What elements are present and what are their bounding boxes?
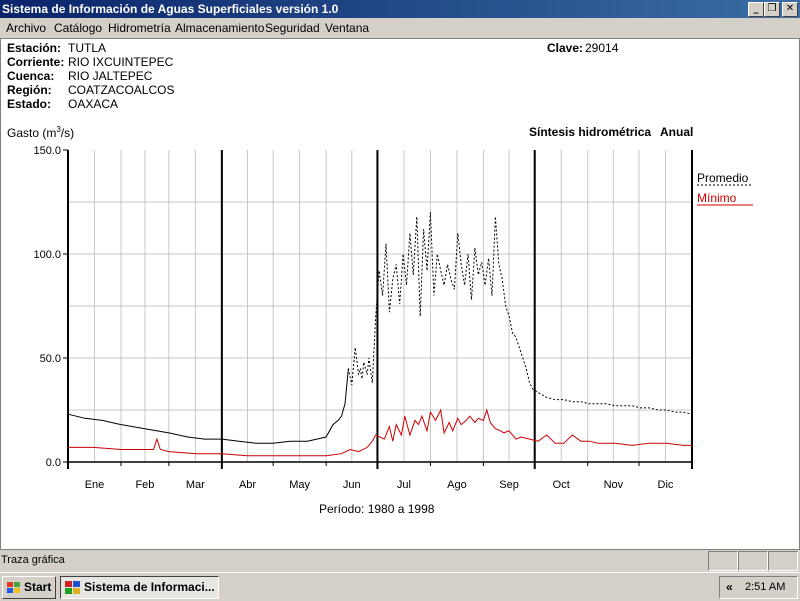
period-kind: Anual: [660, 125, 694, 139]
month-label: Nov: [604, 479, 624, 491]
series-line-minimo: [68, 408, 692, 457]
estacion-label: Estación:: [7, 41, 62, 55]
region-label: Región:: [7, 83, 52, 97]
month-label: Oct: [553, 479, 570, 491]
title-bar[interactable]: Sistema de Información de Aguas Superfic…: [0, 0, 800, 18]
clave-label: Clave:: [547, 41, 584, 55]
clock: 2:51 AM: [745, 581, 786, 593]
menu-archivo[interactable]: Archivo: [6, 21, 47, 35]
corriente-value: RIO IXCUINTEPEC: [68, 55, 174, 69]
status-panel-3: [768, 551, 798, 571]
month-label: Feb: [135, 479, 154, 491]
taskbar: Start Sistema de Informaci... « 2:51 AM: [0, 572, 800, 601]
close-button[interactable]: ✕: [782, 2, 798, 17]
y-tick-label: 50.0: [40, 353, 61, 365]
restore-button[interactable]: ❐: [764, 2, 780, 17]
menu-hidrometria[interactable]: Hidrometría: [108, 21, 171, 35]
status-bar: Traza gráfica: [0, 550, 800, 571]
legend-label: Mínimo: [697, 191, 737, 205]
estado-label: Estado:: [7, 97, 52, 111]
month-label: May: [289, 479, 310, 491]
estado-value: OAXACA: [68, 97, 119, 111]
period-text: Período: 1980 a 1998: [319, 502, 435, 516]
chart-window: Estación: TUTLA Corriente: RIO IXCUINTEP…: [0, 38, 800, 550]
hydrometric-chart: 0.0 50.0 100.0 150.0 Ene Feb Mar Abr May Jun Jul Ag…: [33, 145, 753, 491]
month-label: Ene: [85, 479, 105, 491]
series-line-promedio-dashed: [347, 212, 693, 415]
y-tick-label: 100.0: [33, 249, 61, 261]
y-axis-label: Gasto (m3/s): [7, 125, 75, 140]
series-line-promedio-solid: [67, 368, 349, 444]
app-icon: [65, 581, 80, 594]
month-label: Mar: [186, 479, 205, 491]
cuenca-label: Cuenca:: [7, 69, 55, 83]
clave-value: 29014: [585, 41, 619, 55]
y-tick-label: 150.0: [33, 145, 61, 157]
y-tick-label: 0.0: [46, 457, 61, 469]
estacion-value: TUTLA: [68, 41, 107, 55]
menu-bar: Archivo Catálogo Hidrometría Almacenamie…: [0, 18, 800, 37]
menu-almacenamiento[interactable]: Almacenamiento: [175, 21, 265, 35]
month-label: Ago: [447, 479, 467, 491]
menu-seguridad[interactable]: Seguridad: [265, 21, 320, 35]
month-label: Abr: [239, 479, 256, 491]
month-label: Jun: [343, 479, 361, 491]
status-text: Traza gráfica: [1, 554, 65, 566]
menu-ventana[interactable]: Ventana: [325, 21, 370, 35]
month-label: Jul: [397, 479, 411, 491]
month-label: Sep: [499, 479, 519, 491]
taskbar-app-label: Sistema de Informaci...: [84, 580, 215, 594]
taskbar-app-button[interactable]: Sistema de Informaci...: [60, 576, 219, 599]
system-tray: « 2:51 AM: [719, 576, 798, 599]
corriente-label: Corriente:: [7, 55, 65, 69]
month-label: Dic: [658, 479, 674, 491]
menu-catalogo[interactable]: Catálogo: [54, 21, 103, 35]
region-value: COATZACOALCOS: [68, 83, 175, 97]
minimize-button[interactable]: _: [748, 2, 764, 17]
windows-logo-icon: [7, 582, 20, 593]
tray-chevron-icon[interactable]: «: [726, 580, 733, 594]
legend-label: Promedio: [697, 171, 749, 185]
start-label: Start: [24, 580, 52, 594]
status-panel-2: [738, 551, 768, 571]
status-panel-1: [708, 551, 738, 571]
synthesis-title: Síntesis hidrométrica: [529, 125, 652, 139]
start-button[interactable]: Start: [2, 576, 56, 599]
cuenca-value: RIO JALTEPEC: [68, 69, 153, 83]
window-title: Sistema de Información de Aguas Superfic…: [2, 2, 339, 16]
